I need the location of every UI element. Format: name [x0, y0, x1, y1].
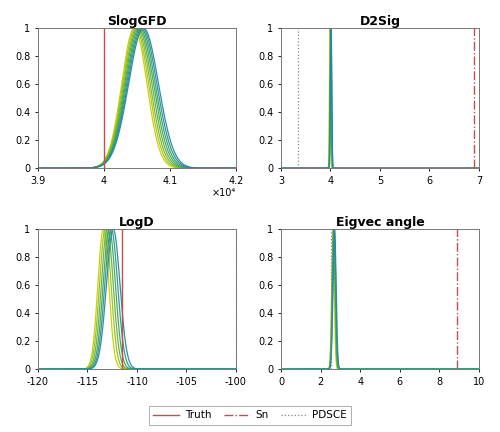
Title: LogD: LogD	[119, 216, 155, 229]
Title: Eigvec angle: Eigvec angle	[336, 216, 424, 229]
Title: D2Sig: D2Sig	[360, 15, 401, 28]
Text: ×10⁴: ×10⁴	[212, 188, 236, 198]
Title: SlogGFD: SlogGFD	[107, 15, 166, 28]
Legend: Truth, Sn, PDSCE: Truth, Sn, PDSCE	[149, 407, 351, 425]
